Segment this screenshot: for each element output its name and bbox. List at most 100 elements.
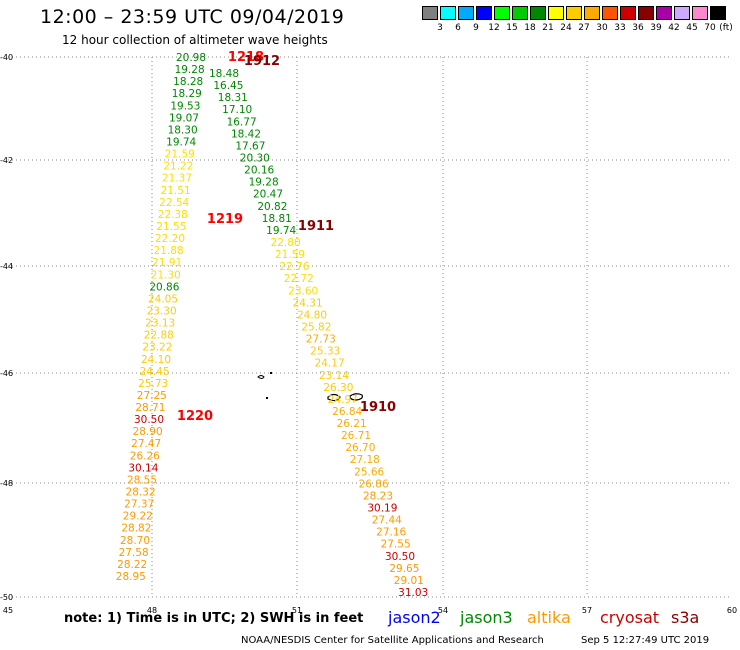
track-value: 24.17 xyxy=(315,358,345,370)
track-value: 20.86 xyxy=(149,281,179,293)
track-value: 27.25 xyxy=(137,390,167,402)
x-tick-label: 60 xyxy=(727,606,737,615)
track-value: 29.01 xyxy=(394,575,424,587)
x-tick-label: 45 xyxy=(3,606,13,615)
scale-label: 6 xyxy=(455,23,461,33)
scale-swatch xyxy=(602,6,618,20)
track-value: 27.18 xyxy=(350,454,380,466)
track-value: 22.88 xyxy=(144,330,174,342)
track-value: 19.74 xyxy=(266,225,296,237)
track-value: 24.31 xyxy=(293,297,323,309)
scale-label: 24 xyxy=(560,23,572,33)
scale-swatch xyxy=(476,6,492,20)
track-value: 22.76 xyxy=(279,261,309,273)
track-value: 23.13 xyxy=(145,318,175,330)
x-tick-label: 57 xyxy=(582,606,592,615)
scale-label: 39 xyxy=(650,23,662,33)
scale-label: 36 xyxy=(632,23,644,33)
x-tick-label: 54 xyxy=(438,606,448,615)
track-value: 28.55 xyxy=(127,474,157,486)
track-value: 26.84 xyxy=(332,406,362,418)
track-value: 24.80 xyxy=(297,309,327,321)
track-value: 24.45 xyxy=(140,366,170,378)
scale-swatch xyxy=(422,6,438,20)
island-dot xyxy=(270,372,272,374)
map-subtitle: 12 hour collection of altimeter wave hei… xyxy=(62,33,328,47)
track-value: 18.42 xyxy=(231,128,261,140)
scale-label: 9 xyxy=(473,23,479,33)
y-tick-label: -40 xyxy=(0,53,13,62)
track-value: 26.21 xyxy=(337,418,367,430)
scale-swatch xyxy=(458,6,474,20)
track-value: 17.67 xyxy=(235,140,265,152)
track-value: 26.70 xyxy=(345,442,375,454)
track-value: 23.22 xyxy=(142,342,172,354)
track-value: 29.22 xyxy=(123,511,153,523)
track-value: 19.28 xyxy=(175,64,205,76)
track-value: 26.71 xyxy=(341,430,371,442)
track-value: 23.14 xyxy=(319,370,349,382)
pass-label: 1219 xyxy=(207,212,243,227)
pass-label: 1220 xyxy=(177,409,213,424)
track-value: 28.22 xyxy=(117,559,147,571)
scale-swatch xyxy=(656,6,672,20)
scale-swatch xyxy=(620,6,636,20)
y-tick-label: -46 xyxy=(0,369,13,378)
pass-label: 1911 xyxy=(298,219,334,234)
track-value: 21.22 xyxy=(163,161,193,173)
track-value: 26.30 xyxy=(323,382,353,394)
track-value: 21.91 xyxy=(152,257,182,269)
scale-label: 27 xyxy=(578,23,590,33)
track-value: 24.97 xyxy=(328,394,358,406)
track-value: 28.90 xyxy=(133,426,163,438)
track-value: 30.50 xyxy=(385,551,415,563)
satellite-altika: altika xyxy=(527,608,571,627)
y-tick-label: -48 xyxy=(0,479,13,488)
track-value: 22.80 xyxy=(271,237,301,249)
scale-label: 45 xyxy=(686,23,698,33)
track-value: 21.59 xyxy=(275,249,305,261)
track-value: 20.16 xyxy=(244,165,274,177)
island-shape xyxy=(327,393,341,402)
track-value: 19.74 xyxy=(166,136,196,148)
track-value: 26.86 xyxy=(359,478,389,490)
track-value: 28.23 xyxy=(363,490,393,502)
track-value: 29.65 xyxy=(389,563,419,575)
timestamp-text: Sep 5 12:27:49 UTC 2019 xyxy=(581,635,710,646)
track-value: 20.47 xyxy=(253,189,283,201)
island-shape xyxy=(349,393,363,401)
track-value: 24.10 xyxy=(141,354,171,366)
track-value: 30.19 xyxy=(367,503,397,515)
scale-swatch xyxy=(512,6,528,20)
scale-label: 30 xyxy=(596,23,608,33)
track-value: 18.30 xyxy=(168,124,198,136)
scale-swatch xyxy=(440,6,456,20)
track-value: 27.16 xyxy=(376,527,406,539)
track-value: 25.66 xyxy=(354,466,384,478)
track-value: 27.55 xyxy=(381,539,411,551)
track-value: 22.38 xyxy=(158,209,188,221)
track-value: 27.73 xyxy=(306,334,336,346)
track-value: 24.05 xyxy=(148,293,178,305)
pass-label: 1912 xyxy=(244,54,280,69)
track-value: 28.95 xyxy=(116,571,146,583)
track-value: 21.30 xyxy=(151,269,181,281)
track-value: 18.31 xyxy=(218,92,248,104)
pass-label: 1910 xyxy=(360,400,396,415)
map-title: 12:00 – 23:59 UTC 09/04/2019 xyxy=(40,6,345,28)
track-value: 19.28 xyxy=(249,177,279,189)
y-tick-label: -44 xyxy=(0,262,13,271)
scale-label: 3 xyxy=(437,23,443,33)
track-value: 21.37 xyxy=(162,173,192,185)
scale-swatch xyxy=(548,6,564,20)
y-tick-label: -42 xyxy=(0,156,13,165)
track-value: 22.20 xyxy=(155,233,185,245)
track-value: 30.14 xyxy=(128,462,158,474)
track-value: 25.82 xyxy=(301,321,331,333)
track-value: 27.58 xyxy=(119,547,149,559)
scale-swatch xyxy=(584,6,600,20)
track-value: 22.72 xyxy=(284,273,314,285)
track-value: 21.51 xyxy=(161,185,191,197)
